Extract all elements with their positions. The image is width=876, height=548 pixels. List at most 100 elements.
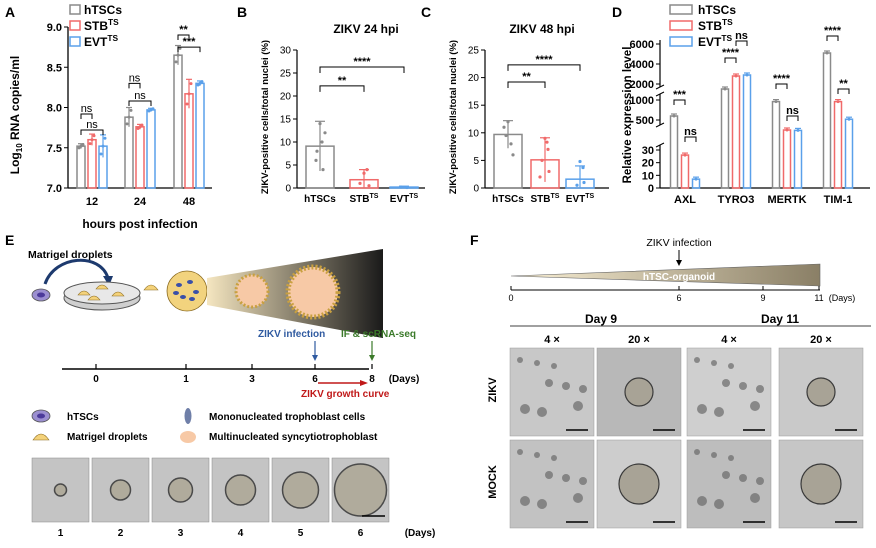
f-mag-header: 20 × (810, 334, 832, 346)
d-datapoint (745, 73, 749, 77)
growth-curve-label: ZIKV growth curve (301, 389, 390, 400)
a-bar-hTSCs (76, 145, 86, 189)
panel-c-letter: C (421, 4, 431, 20)
category-label: STBTS (531, 193, 560, 205)
f-cluster (562, 382, 570, 390)
panel-d-letter: D (612, 4, 622, 20)
a-datapoint (125, 122, 129, 126)
datapoint (405, 185, 409, 190)
a-sig-bracket (177, 46, 201, 53)
ytick-label: 10 (468, 128, 480, 139)
f-cluster (551, 363, 557, 369)
panel-e-timeline: 0 1 3 6 8 (Days) (62, 364, 419, 385)
f-cluster (694, 357, 700, 363)
a-ytick-label: 7.0 (47, 183, 62, 195)
d-sig-label: *** (673, 89, 687, 101)
e-photo-label: 5 (298, 528, 304, 539)
e-timeline-unit: (Days) (389, 374, 420, 385)
d-ytick-label: 1000 (630, 95, 654, 107)
f-micrograph (509, 439, 595, 529)
panel-b-title: ZIKV 24 hpi (333, 22, 398, 36)
d-datapoint (847, 117, 851, 121)
cells-in-droplet-icon (173, 280, 199, 301)
large-organoid-icon (285, 264, 341, 320)
datapoint (399, 185, 403, 189)
f-cluster (697, 496, 707, 506)
d-ytick-label: 4000 (630, 59, 654, 71)
d-axis-break (655, 142, 665, 148)
a-datapoint (127, 115, 131, 119)
f-organoid (806, 377, 836, 407)
e-organoid (224, 474, 257, 506)
ytick-label: 0 (285, 184, 291, 195)
d-sig-bracket (724, 57, 737, 63)
a-bar-STB (87, 138, 97, 189)
a-datapoint (185, 102, 189, 106)
a-sig-bracket (80, 113, 93, 119)
d-bar-EVT (742, 74, 752, 189)
a-legend-label: hTSCs (84, 3, 122, 17)
a-bar-hTSCs (124, 116, 134, 189)
legend-syncytio-label: Multinucleated syncytiotrophoblast (209, 432, 378, 443)
if-scrnaseq-label: IF & scRNA-seq (341, 329, 416, 340)
datapoint (546, 147, 550, 151)
a-ytick-label: 8.5 (47, 62, 62, 74)
a-bar-STB (135, 126, 145, 189)
a-sig-label: ** (179, 24, 188, 36)
panel-c-ylabel: ZIKV-positive cells/total nuclei (%) (448, 40, 459, 194)
d-axis-break (655, 122, 665, 128)
d-bar-STB (782, 129, 792, 189)
panel-e-letter: E (5, 232, 14, 248)
a-bar-hTSCs (173, 54, 183, 189)
d-datapoint (734, 74, 738, 78)
d-legend-label: EVTTS (698, 33, 732, 49)
f-organoid (618, 463, 660, 505)
f-timeline-label: 9 (760, 293, 765, 303)
d-sig-label: ns (786, 105, 799, 117)
panel-a-xlabel: hours post infection (82, 217, 197, 231)
datapoint (581, 165, 585, 170)
d-category-label: MERTK (767, 194, 806, 206)
d-sig-bracket (684, 136, 697, 142)
f-cluster (756, 477, 764, 485)
a-sig-bracket (128, 82, 141, 89)
a-datapoint (129, 108, 133, 112)
datapoint (506, 120, 510, 124)
d-bar-STB (680, 154, 690, 189)
a-datapoint (99, 152, 103, 156)
a-datapoint (92, 134, 96, 138)
panel-d-ylabel: Relative expression level (622, 47, 634, 184)
panel-a-ylabel: Log10 RNA copies/ml (8, 56, 24, 174)
f-cluster (517, 449, 523, 455)
datapoint (367, 184, 371, 188)
d-axis-break (655, 84, 665, 90)
d-datapoint (825, 51, 829, 55)
e-timeline-label: 8 (369, 374, 375, 385)
e-timeline-label: 3 (249, 374, 255, 385)
panel-e-photo-strip: 1 2 3 4 5 6 (Days) (31, 457, 435, 539)
f-mag-header: 4 × (544, 334, 560, 346)
a-datapoint (103, 136, 107, 140)
category-label: hTSCs (492, 194, 524, 205)
sig-bracket (319, 85, 365, 92)
d-datapoint (723, 87, 727, 91)
legend-syncytio-icon (180, 431, 196, 443)
f-cluster (750, 401, 760, 411)
f-cluster (573, 401, 583, 411)
d-axis-break (655, 91, 665, 97)
f-cluster (579, 385, 587, 393)
category-label: EVTTS (390, 193, 419, 205)
a-datapoint (88, 142, 92, 146)
d-sig-bracket (775, 83, 788, 89)
legend-droplet-label: Matrigel droplets (67, 432, 148, 443)
ytick-label: 5 (473, 156, 479, 167)
growth-curve-arrowhead (360, 380, 368, 386)
f-cluster (739, 474, 747, 482)
f-cluster (739, 382, 747, 390)
a-ytick-label: 7.5 (47, 143, 62, 155)
day9-header: Day 9 (585, 312, 617, 326)
f-cluster (722, 471, 730, 479)
a-sig-bracket (177, 34, 190, 41)
d-sig-label: **** (824, 25, 842, 37)
